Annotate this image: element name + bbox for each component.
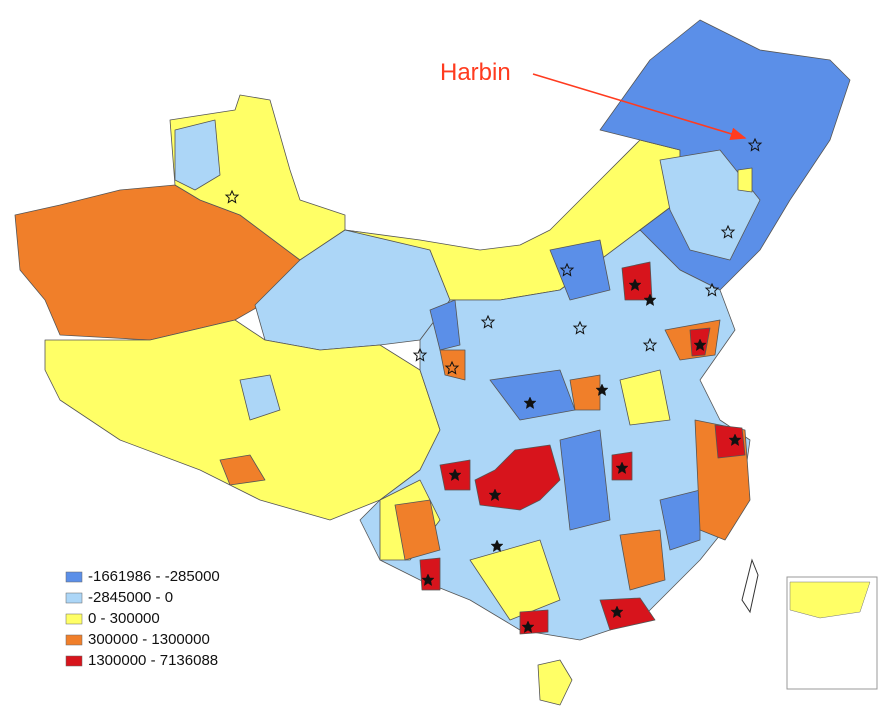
taiwan [741, 558, 759, 614]
annotation-arrow [532, 73, 747, 140]
legend-label: -2845000 - 0 [88, 589, 173, 606]
region [469, 539, 561, 621]
region [419, 557, 441, 591]
region [599, 597, 656, 631]
annotation: Harbin [440, 59, 511, 86]
region [619, 369, 671, 426]
legend-label: 1300000 - 7136088 [88, 652, 218, 669]
region [559, 429, 611, 531]
legend: -1661986 - -285000 -2845000 - 0 0 - 300000… [65, 568, 220, 669]
region [429, 299, 461, 351]
region [174, 119, 221, 191]
region [519, 609, 549, 635]
legend-swatch [65, 571, 83, 583]
legend-label: 0 - 300000 [88, 610, 160, 627]
legend-swatch [65, 655, 83, 667]
region [659, 489, 701, 551]
region [569, 374, 601, 411]
region [619, 529, 666, 591]
legend-label: 300000 - 1300000 [88, 631, 210, 648]
region [714, 424, 746, 459]
legend-swatch [65, 634, 83, 646]
legend-swatch [65, 592, 83, 604]
region [659, 149, 761, 261]
region [219, 454, 266, 486]
region [621, 261, 653, 301]
legend-label: -1661986 - -285000 [88, 568, 220, 585]
region [439, 349, 466, 381]
inset-map [789, 581, 871, 619]
legend-swatch [65, 613, 83, 625]
region [737, 167, 753, 193]
region [239, 374, 281, 421]
region [537, 659, 573, 706]
region [394, 499, 441, 561]
region [549, 239, 611, 301]
region [44, 319, 441, 521]
regions [14, 19, 851, 706]
